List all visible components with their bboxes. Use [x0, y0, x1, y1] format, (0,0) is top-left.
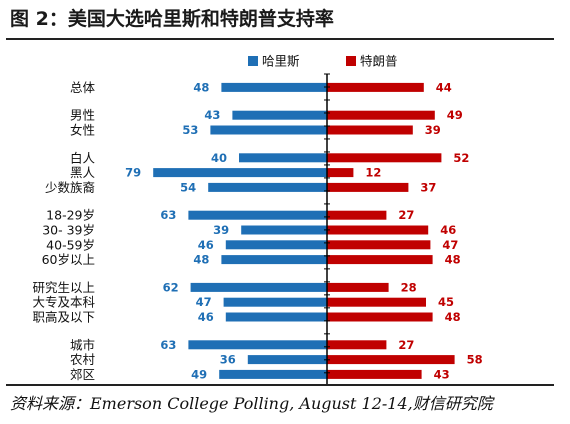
category-label: 职高及以下: [32, 310, 95, 325]
data-label-trump: 27: [398, 208, 414, 222]
bar-trump: [327, 182, 409, 192]
data-label-trump: 46: [440, 223, 456, 237]
legend-label-harris: 哈里斯: [262, 54, 300, 69]
legend-swatch-trump: [346, 56, 356, 66]
bar-trump: [327, 153, 442, 163]
data-label-trump: 48: [445, 310, 461, 324]
bar-trump: [327, 210, 387, 220]
category-label: 研究生以上: [32, 280, 95, 295]
data-label-harris: 48: [193, 80, 209, 94]
category-label: 黑人: [70, 165, 96, 180]
category-label: 农村: [70, 352, 96, 367]
data-label-trump: 47: [442, 238, 458, 252]
bar-harris: [232, 110, 327, 120]
bar-harris: [225, 240, 327, 250]
data-label-trump: 58: [467, 353, 483, 367]
bar-harris: [223, 297, 327, 307]
bar-harris: [219, 369, 327, 379]
category-label: 大专及本科: [32, 295, 95, 310]
data-label-trump: 43: [434, 367, 450, 381]
data-label-harris: 49: [191, 367, 207, 381]
bar-trump: [327, 110, 435, 120]
data-label-trump: 45: [438, 295, 454, 309]
bar-trump: [327, 255, 433, 265]
data-label-harris: 43: [204, 108, 220, 122]
bar-trump: [327, 82, 424, 92]
bottom-rule: [6, 384, 554, 386]
bar-harris: [188, 210, 327, 220]
category-label: 少数族裔: [45, 180, 95, 195]
figure-title: 图 2：美国大选哈里斯和特朗普支持率: [10, 8, 334, 30]
bar-harris: [221, 255, 327, 265]
data-label-harris: 46: [198, 310, 214, 324]
category-label: 18-29岁: [46, 208, 95, 223]
bar-harris: [210, 125, 327, 135]
data-label-trump: 37: [420, 180, 436, 194]
bar-trump: [327, 125, 413, 135]
category-label: 总体: [70, 80, 96, 95]
data-label-trump: 28: [401, 280, 417, 294]
data-label-trump: 12: [365, 166, 381, 180]
bar-harris: [247, 355, 327, 365]
category-label: 女性: [70, 123, 95, 138]
bar-harris: [225, 312, 327, 322]
data-label-trump: 27: [398, 338, 414, 352]
data-label-harris: 39: [213, 223, 229, 237]
data-label-harris: 62: [163, 280, 179, 294]
bar-harris: [208, 182, 327, 192]
bar-trump: [327, 297, 426, 307]
data-label-trump: 44: [436, 80, 452, 94]
data-label-harris: 48: [193, 253, 209, 267]
data-label-trump: 52: [453, 151, 469, 165]
data-label-harris: 63: [160, 338, 176, 352]
category-label: 40-59岁: [46, 237, 95, 252]
bar-trump: [327, 282, 389, 292]
data-label-harris: 40: [211, 151, 227, 165]
category-label: 30- 39岁: [42, 223, 95, 238]
bar-trump: [327, 355, 455, 365]
bar-trump: [327, 340, 387, 350]
data-label-trump: 39: [425, 123, 441, 137]
data-label-harris: 47: [196, 295, 212, 309]
data-label-harris: 46: [198, 238, 214, 252]
bar-harris: [153, 168, 327, 178]
bar-trump: [327, 312, 433, 322]
bar-trump: [327, 225, 429, 235]
bar-harris: [221, 82, 327, 92]
bar-harris: [188, 340, 327, 350]
data-label-harris: 79: [125, 166, 141, 180]
data-label-harris: 53: [182, 123, 198, 137]
legend-label-trump: 特朗普: [360, 54, 398, 69]
bar-harris: [239, 153, 327, 163]
category-label: 男性: [70, 108, 95, 123]
data-label-harris: 36: [220, 353, 236, 367]
bar-harris: [190, 282, 327, 292]
legend-swatch-harris: [248, 56, 258, 66]
data-label-harris: 63: [160, 208, 176, 222]
source-note: 资料来源：Emerson College Polling, August 12-…: [10, 394, 493, 413]
title-rule: [6, 38, 554, 40]
data-label-trump: 48: [445, 253, 461, 267]
category-label: 郊区: [70, 367, 95, 382]
bar-harris: [241, 225, 327, 235]
category-label: 城市: [70, 337, 95, 352]
data-label-harris: 54: [180, 180, 196, 194]
bar-trump: [327, 240, 431, 250]
category-label: 60岁以上: [42, 252, 95, 267]
bar-trump: [327, 168, 354, 178]
data-label-trump: 49: [447, 108, 463, 122]
bar-trump: [327, 369, 422, 379]
category-label: 白人: [70, 150, 96, 165]
